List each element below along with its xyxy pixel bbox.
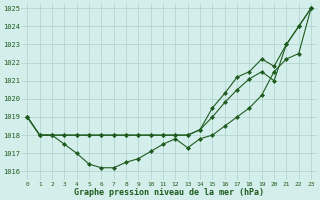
X-axis label: Graphe pression niveau de la mer (hPa): Graphe pression niveau de la mer (hPa) (74, 188, 264, 197)
